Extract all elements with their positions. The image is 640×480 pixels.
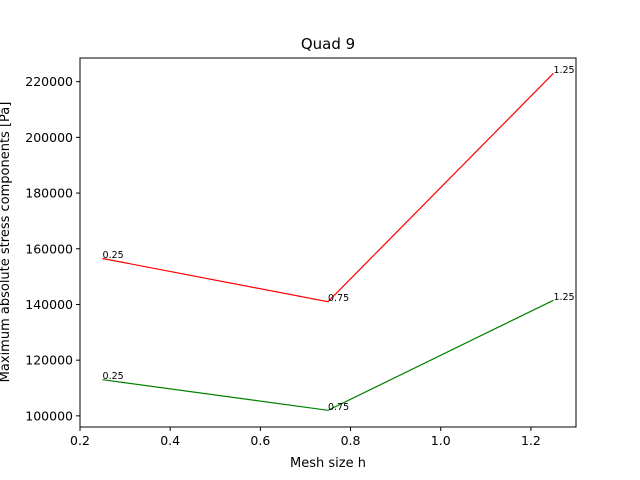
point-label-0-1: 0.75 [328,293,349,304]
chart-title: Quad 9 [301,35,355,53]
x-tick-label: 1.0 [431,433,451,448]
y-tick-label: 100000 [25,408,73,423]
plot-area: 0.25 0.75 1.25 0.25 0.75 1.25 0.2 0.4 0.6 0.8 1.0 1… [25,57,577,448]
point-label-0-2: 1.25 [553,65,574,76]
point-label-0-0: 0.25 [103,250,124,261]
y-tick-label: 140000 [25,297,73,312]
y-tick-label: 200000 [25,130,73,145]
x-tick-label: 0.4 [160,433,180,448]
point-label-1-1: 0.75 [328,402,349,413]
y-axis-label: Maximum absolute stress components [Pa] [0,102,13,383]
axes-frame [79,57,577,428]
point-label-1-0: 0.25 [103,371,124,382]
x-tick-label: 0.2 [70,433,90,448]
x-axis-label: Mesh size h [290,456,366,471]
y-tick-label: 160000 [25,241,73,256]
point-label-1-2: 1.25 [553,292,574,303]
x-tick-label: 0.6 [250,433,270,448]
x-tick-label: 0.8 [341,433,361,448]
y-tick-label: 120000 [25,353,73,368]
series-line-1 [102,299,554,411]
x-tick-label: 1.2 [521,433,541,448]
y-tick-label: 220000 [25,74,73,89]
series-line-0 [102,72,554,303]
y-tick-label: 180000 [25,186,73,201]
